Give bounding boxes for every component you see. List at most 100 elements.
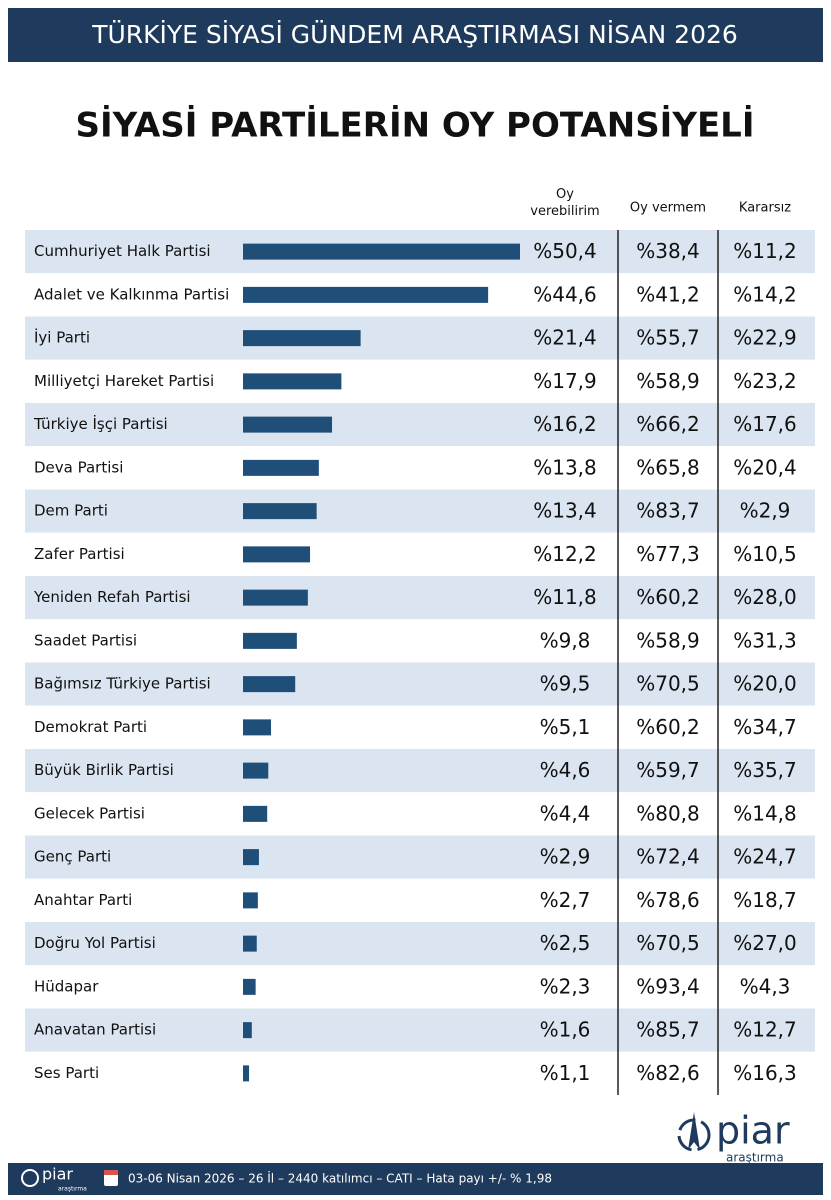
column-header-wrap: Oy verebilirim [530,187,599,219]
category-label: Dem Parti [34,502,108,520]
bar [243,459,319,476]
row-band [25,619,815,663]
value-label: %14,2 [733,282,797,306]
category-label: Deva Partisi [34,458,123,476]
category-label: Milliyetçi Hareket Partisi [34,372,214,390]
value-label: %22,9 [733,326,797,350]
bar [243,892,258,909]
logo: piar araştırma [677,1109,790,1165]
header-title: TÜRKİYE SİYASİ GÜNDEM ARAŞTIRMASI NİSAN … [91,20,738,49]
bar [243,632,297,649]
value-label: %34,7 [733,715,797,739]
footer-bar [8,1163,823,1195]
footer-logo-name: piar [42,1165,73,1184]
category-label: Cumhuriyet Halk Partisi [34,242,211,260]
value-label: %58,9 [636,628,700,652]
value-label: %66,2 [636,412,700,436]
bar [243,1065,250,1082]
bar [243,286,489,303]
value-label: %16,3 [733,1061,797,1085]
value-label: %11,2 [733,239,797,263]
category-label: Bağımsız Türkiye Partisi [34,675,211,693]
value-label: %4,4 [540,801,591,825]
row-band [25,922,815,966]
row-band [25,576,815,620]
value-label: %31,3 [733,628,797,652]
value-label: %5,1 [540,715,591,739]
value-label: %44,6 [533,282,597,306]
calendar-icon [104,1170,118,1175]
value-label: %80,8 [636,801,700,825]
bar [243,978,256,995]
value-label: %93,4 [636,974,700,998]
value-label: %58,9 [636,369,700,393]
row-band [25,446,815,490]
value-label: %72,4 [636,845,700,869]
category-label: Gelecek Partisi [34,804,145,822]
value-label: %13,4 [533,499,597,523]
value-label: %2,5 [540,931,591,955]
value-label: %60,2 [636,715,700,739]
row-band [25,316,815,360]
logo-tagline: araştırma [726,1151,784,1165]
column-header: Oy vermem [630,201,706,216]
value-label: %14,8 [733,801,797,825]
value-label: %60,2 [636,585,700,609]
category-label: Yeniden Refah Partisi [33,588,191,606]
value-label: %35,7 [733,758,797,782]
value-label: %27,0 [733,931,797,955]
category-label: Ses Parti [34,1064,99,1082]
category-label: Anahtar Parti [34,891,132,909]
row-band [25,359,815,403]
value-label: %12,2 [533,542,597,566]
value-label: %70,5 [636,672,700,696]
value-label: %17,9 [533,369,597,393]
row-band [25,792,815,836]
logo-name: piar [716,1109,790,1153]
category-label: Adalet ve Kalkınma Partisi [34,285,229,303]
value-label: %4,6 [540,758,591,782]
bar [243,762,269,779]
rows: Cumhuriyet Halk Partisi %50,4 %38,4 %11,2 Ad… [25,230,815,1095]
row-band [25,489,815,533]
row-band [25,1008,815,1052]
bar [243,935,257,952]
footer-logo-icon [21,1169,39,1187]
category-label: Doğru Yol Partisi [34,934,156,952]
value-label: %85,7 [636,1018,700,1042]
value-label: %55,7 [636,326,700,350]
bar [243,849,259,866]
bar [243,330,361,347]
row-band [25,403,815,447]
footer-logo-tagline: araştırma [58,1186,87,1193]
value-label: %24,7 [733,845,797,869]
bar [243,676,296,693]
row-band [25,1051,815,1095]
value-label: %12,7 [733,1018,797,1042]
row-band [25,662,815,706]
value-label: %10,5 [733,542,797,566]
header-bar [8,8,823,62]
category-label: Zafer Partisi [34,545,125,563]
value-label: %1,6 [540,1018,591,1042]
bar [243,546,311,563]
value-label: %38,4 [636,239,700,263]
category-label: İyi Parti [34,328,90,347]
value-label: %11,8 [533,585,597,609]
row-band [25,965,815,1009]
value-label: %20,4 [733,455,797,479]
value-label: %9,8 [540,628,591,652]
value-label: %82,6 [636,1061,700,1085]
bar [243,589,308,606]
value-label: %78,6 [636,888,700,912]
bar [243,805,268,822]
value-label: %1,1 [540,1061,591,1085]
value-label: %2,3 [540,974,591,998]
category-label: Büyük Birlik Partisi [34,761,174,779]
column-header: Kararsız [739,201,791,216]
category-label: Anavatan Partisi [34,1021,156,1039]
category-label: Saadet Partisi [34,631,137,649]
row-band [25,705,815,749]
category-label: Genç Parti [34,848,111,866]
